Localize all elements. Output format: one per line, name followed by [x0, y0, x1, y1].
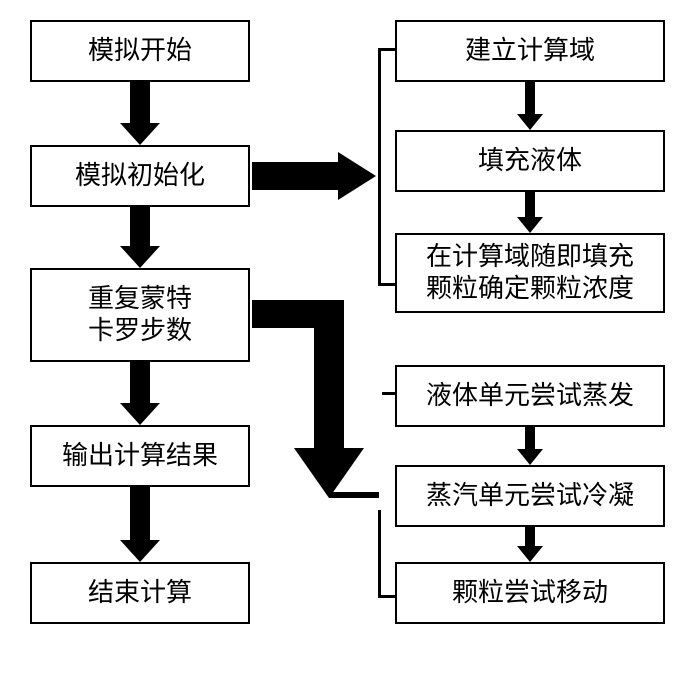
node-evap-label: 液体单元尝试蒸发 [426, 380, 634, 413]
bracket-top [378, 48, 396, 286]
node-repeat-label: 重复蒙特卡罗步数 [88, 283, 192, 348]
arrow-fill-to-seed [517, 192, 543, 233]
arrow-repeat-to-output [120, 362, 160, 425]
node-output: 输出计算结果 [30, 425, 250, 487]
node-end: 结束计算 [30, 562, 250, 624]
arrow-init-to-repeat [120, 207, 160, 268]
node-init-label: 模拟初始化 [75, 160, 205, 193]
flowchart-stage: 模拟开始 模拟初始化 重复蒙特卡罗步数 输出计算结果 结束计算 建立计算域 填充… [0, 0, 700, 683]
arrow-cond-to-move [517, 527, 543, 562]
node-start-label: 模拟开始 [88, 35, 192, 68]
node-seed: 在计算域随即填充颗粒确定颗粒浓度 [395, 233, 665, 313]
arrow-elbow [252, 298, 382, 508]
node-init: 模拟初始化 [30, 145, 250, 207]
node-fill: 填充液体 [395, 130, 665, 192]
connector-elbow-to-bracket [329, 492, 379, 498]
node-cond-label: 蒸汽单元尝试冷凝 [426, 480, 634, 513]
arrow-init-to-right-group [252, 152, 376, 200]
node-evap: 液体单元尝试蒸发 [395, 365, 665, 427]
node-domain-label: 建立计算域 [465, 35, 595, 68]
node-start: 模拟开始 [30, 20, 250, 82]
node-seed-label: 在计算域随即填充颗粒确定颗粒浓度 [426, 241, 634, 306]
node-move-label: 颗粒尝试移动 [452, 577, 608, 610]
arrow-evap-to-cond [517, 427, 543, 465]
arrow-output-to-end [120, 487, 160, 562]
node-move: 颗粒尝试移动 [395, 562, 665, 624]
node-repeat: 重复蒙特卡罗步数 [30, 268, 250, 362]
node-end-label: 结束计算 [88, 577, 192, 610]
node-cond: 蒸汽单元尝试冷凝 [395, 465, 665, 527]
arrow-start-to-init [120, 82, 160, 145]
node-fill-label: 填充液体 [478, 145, 582, 178]
arrow-domain-to-fill [517, 82, 543, 130]
node-output-label: 输出计算结果 [62, 440, 218, 473]
node-domain: 建立计算域 [395, 20, 665, 82]
